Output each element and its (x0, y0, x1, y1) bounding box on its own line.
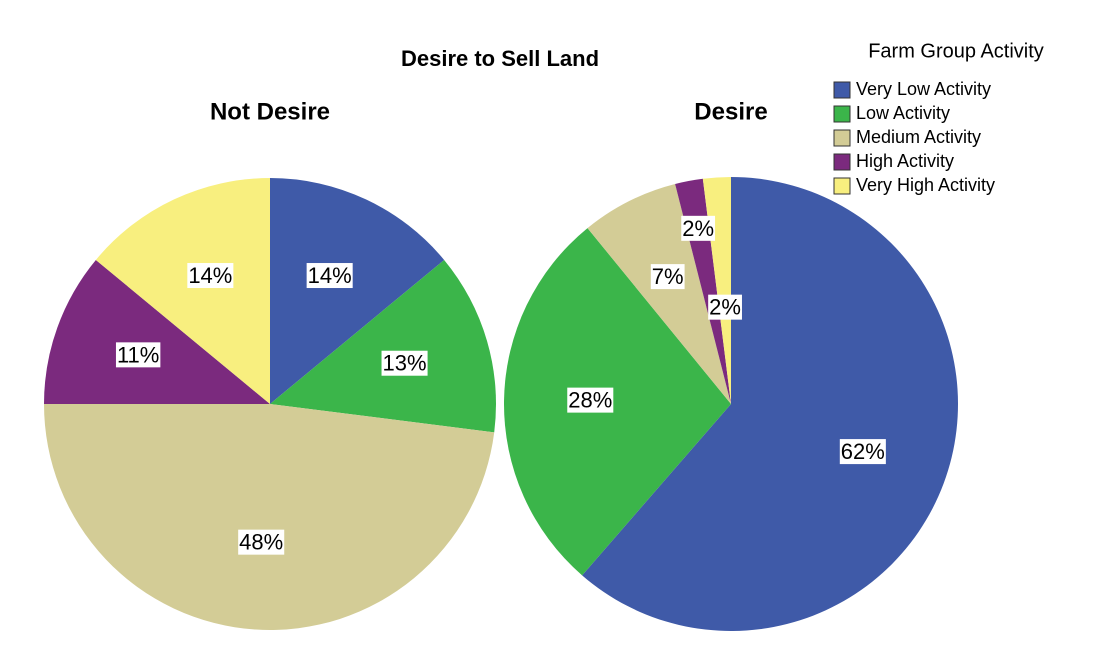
data-label-text: 48% (239, 530, 283, 555)
data-label-box (681, 215, 716, 241)
data-label: 13% (381, 350, 428, 376)
data-label: 62% (839, 439, 886, 465)
legend-swatch (833, 129, 851, 147)
data-label-text: 2% (682, 216, 714, 241)
data-label-box (708, 294, 742, 320)
legend-label: High Activity (856, 151, 954, 171)
legend-label: Very Low Activity (856, 79, 991, 99)
pie-slice (587, 183, 731, 404)
legend-title: Farm Group Activity (868, 40, 1044, 62)
data-label: 11% (115, 342, 161, 368)
legend-swatch (833, 153, 851, 171)
data-label-box (306, 263, 353, 289)
data-label-box (650, 264, 685, 290)
legend-swatch (833, 81, 851, 99)
data-label-box (567, 387, 614, 413)
data-label: 14% (306, 263, 353, 289)
data-label: 28% (567, 387, 614, 413)
pie-slice (270, 178, 445, 404)
data-label: 14% (187, 263, 234, 289)
legend-label: Medium Activity (856, 127, 981, 147)
pie-slice (503, 228, 731, 576)
legend-swatch (833, 177, 851, 195)
data-label-text: 7% (652, 264, 684, 289)
data-label-text: 11% (117, 342, 159, 367)
legend-label: Low Activity (856, 103, 950, 123)
data-label-box (238, 529, 285, 555)
data-label: 2% (681, 215, 716, 241)
pie-slice (44, 404, 495, 631)
data-label-box (115, 342, 161, 368)
pie-slice (44, 259, 270, 404)
pie-slice (95, 178, 270, 404)
pie-slice (582, 177, 958, 631)
data-label-box (187, 263, 234, 289)
legend-label: Very High Activity (856, 175, 995, 195)
data-label: 7% (650, 264, 685, 290)
chart-title: Desire to Sell Land (401, 46, 599, 71)
data-label-text: 28% (568, 388, 612, 413)
data-label: 2% (708, 294, 742, 320)
data-label-text: 14% (308, 263, 352, 288)
pie-title: Not Desire (210, 98, 330, 125)
pie-slice (270, 259, 497, 433)
data-label-text: 62% (841, 439, 885, 464)
data-label-text: 14% (188, 263, 232, 288)
pie-title: Desire (694, 98, 767, 125)
data-label: 48% (238, 529, 285, 555)
data-label-text: 2% (709, 295, 741, 320)
legend-swatch (833, 105, 851, 123)
data-label-box (381, 350, 428, 376)
data-label-box (839, 439, 886, 465)
data-label-text: 13% (383, 351, 427, 376)
